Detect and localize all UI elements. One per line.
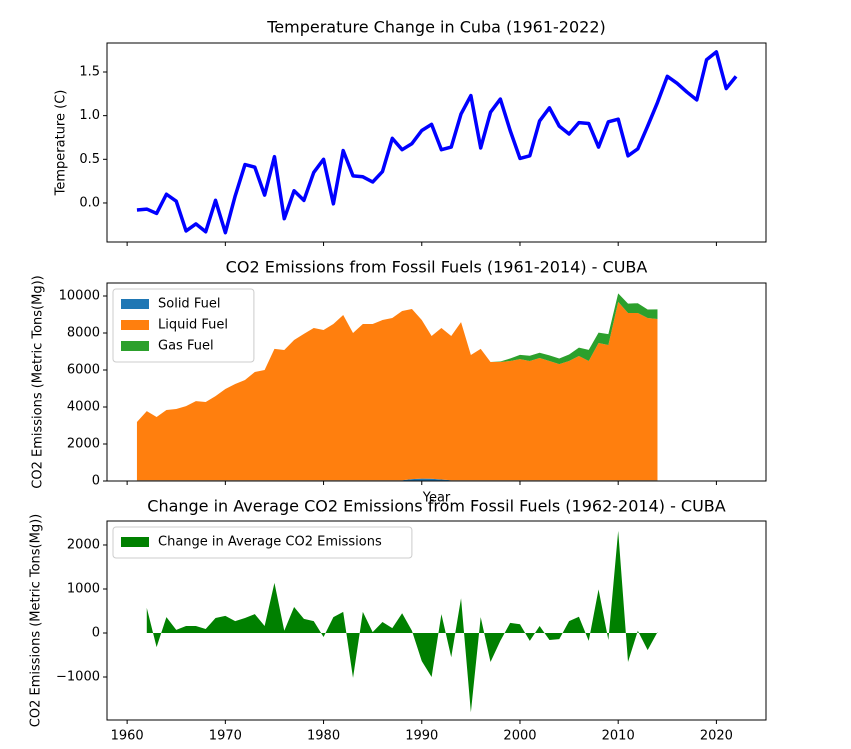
y-tick-label: 4000	[67, 400, 100, 415]
plot-area	[146, 530, 658, 713]
area	[136, 301, 658, 481]
chart-title: CO2 Emissions from Fossil Fuels (1961-20…	[226, 258, 648, 277]
legend-label: Solid Fuel	[158, 297, 220, 312]
chart-title: Change in Average CO2 Emissions from Fos…	[147, 497, 726, 516]
legend-label: Change in Average CO2 Emissions	[158, 535, 382, 550]
x-tick-label: 2010	[602, 729, 635, 744]
fill-area	[146, 530, 658, 713]
x-tick-label: 1990	[405, 729, 438, 744]
area	[136, 293, 658, 422]
legend-swatch	[121, 320, 149, 330]
y-axis-label: CO2 Emissions (Metric Tons(Mg))	[31, 275, 46, 488]
x-tick-label: 1980	[307, 729, 340, 744]
x-tick-label: 2020	[700, 729, 733, 744]
x-tick-label: 1960	[111, 729, 144, 744]
subplot: CO2 Emissions from Fossil Fuels (1961-20…	[31, 258, 767, 506]
legend-swatch	[121, 341, 149, 351]
y-tick-label: 0.0	[79, 195, 100, 210]
legend-swatch	[121, 299, 149, 309]
plot-area	[136, 50, 738, 235]
y-tick-label: 0	[92, 625, 100, 640]
x-tick-label: 1970	[209, 729, 242, 744]
y-axis-label: CO2 Emissions (Metric Tons(Mg))	[29, 514, 44, 727]
y-tick-label: 1.0	[79, 108, 100, 123]
area	[136, 478, 658, 481]
line	[136, 50, 738, 235]
legend-label: Liquid Fuel	[158, 318, 228, 333]
y-tick-label: −1000	[56, 670, 100, 685]
legend-frame	[112, 526, 413, 559]
y-tick-label: 10000	[59, 289, 100, 304]
y-axis-label: Temperature (C)	[54, 90, 69, 197]
plot-area	[136, 293, 658, 481]
axes-frame	[106, 282, 767, 482]
y-tick-label: 2000	[67, 437, 100, 452]
legend: Change in Average CO2 Emissions	[112, 526, 413, 559]
x-axis-label: Year	[422, 491, 451, 506]
subplot: Change in Average CO2 Emissions from Fos…	[29, 497, 767, 744]
legend-swatch	[121, 537, 149, 547]
y-tick-label: 0.5	[79, 152, 100, 167]
y-tick-label: 1.5	[79, 64, 100, 79]
legend-label: Gas Fuel	[158, 339, 214, 354]
y-tick-label: 0	[92, 474, 100, 489]
y-tick-label: 6000	[67, 363, 100, 378]
x-tick-label: 2000	[503, 729, 536, 744]
subplot: Temperature Change in Cuba (1961-2022) Te…	[54, 18, 767, 246]
legend: Solid Fuel Liquid Fuel Gas Fuel	[112, 288, 255, 363]
y-tick-label: 1000	[67, 581, 100, 596]
axes-frame	[106, 520, 767, 721]
axes-frame	[106, 42, 767, 243]
y-tick-label: 8000	[67, 326, 100, 341]
y-tick-label: 2000	[67, 537, 100, 552]
chart-title: Temperature Change in Cuba (1961-2022)	[266, 18, 606, 37]
